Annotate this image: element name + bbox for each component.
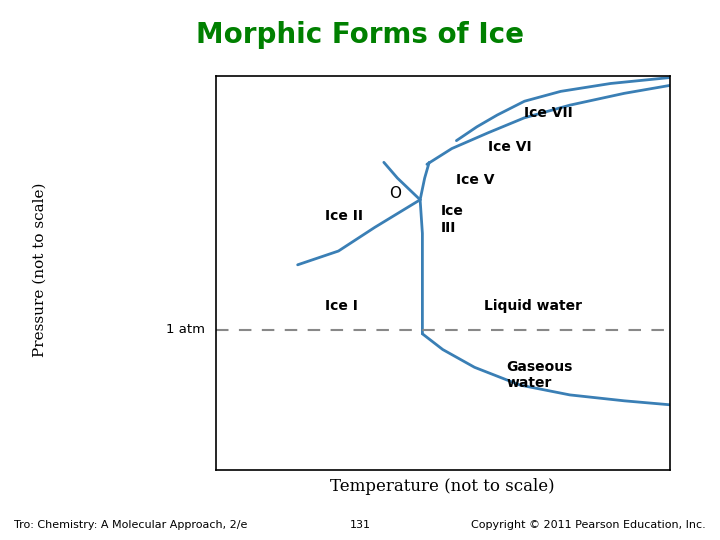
Text: Copyright © 2011 Pearson Education, Inc.: Copyright © 2011 Pearson Education, Inc. (471, 520, 706, 530)
Text: Ice I: Ice I (325, 299, 358, 313)
Text: Ice II: Ice II (325, 208, 363, 222)
Text: Morphic Forms of Ice: Morphic Forms of Ice (196, 21, 524, 49)
Text: Tro: Chemistry: A Molecular Approach, 2/e: Tro: Chemistry: A Molecular Approach, 2/… (14, 520, 248, 530)
X-axis label: Temperature (not to scale): Temperature (not to scale) (330, 478, 555, 495)
Text: Ice V: Ice V (456, 173, 495, 187)
Text: Gaseous
water: Gaseous water (506, 360, 572, 390)
Text: Ice VI: Ice VI (488, 139, 532, 153)
Text: Ice VII: Ice VII (524, 106, 573, 120)
Text: Ice
III: Ice III (441, 204, 464, 234)
Text: Liquid water: Liquid water (484, 299, 582, 313)
Text: 1 atm: 1 atm (166, 323, 205, 336)
Text: O: O (390, 186, 401, 201)
Text: Pressure (not to scale): Pressure (not to scale) (32, 183, 47, 357)
Text: 131: 131 (349, 520, 371, 530)
